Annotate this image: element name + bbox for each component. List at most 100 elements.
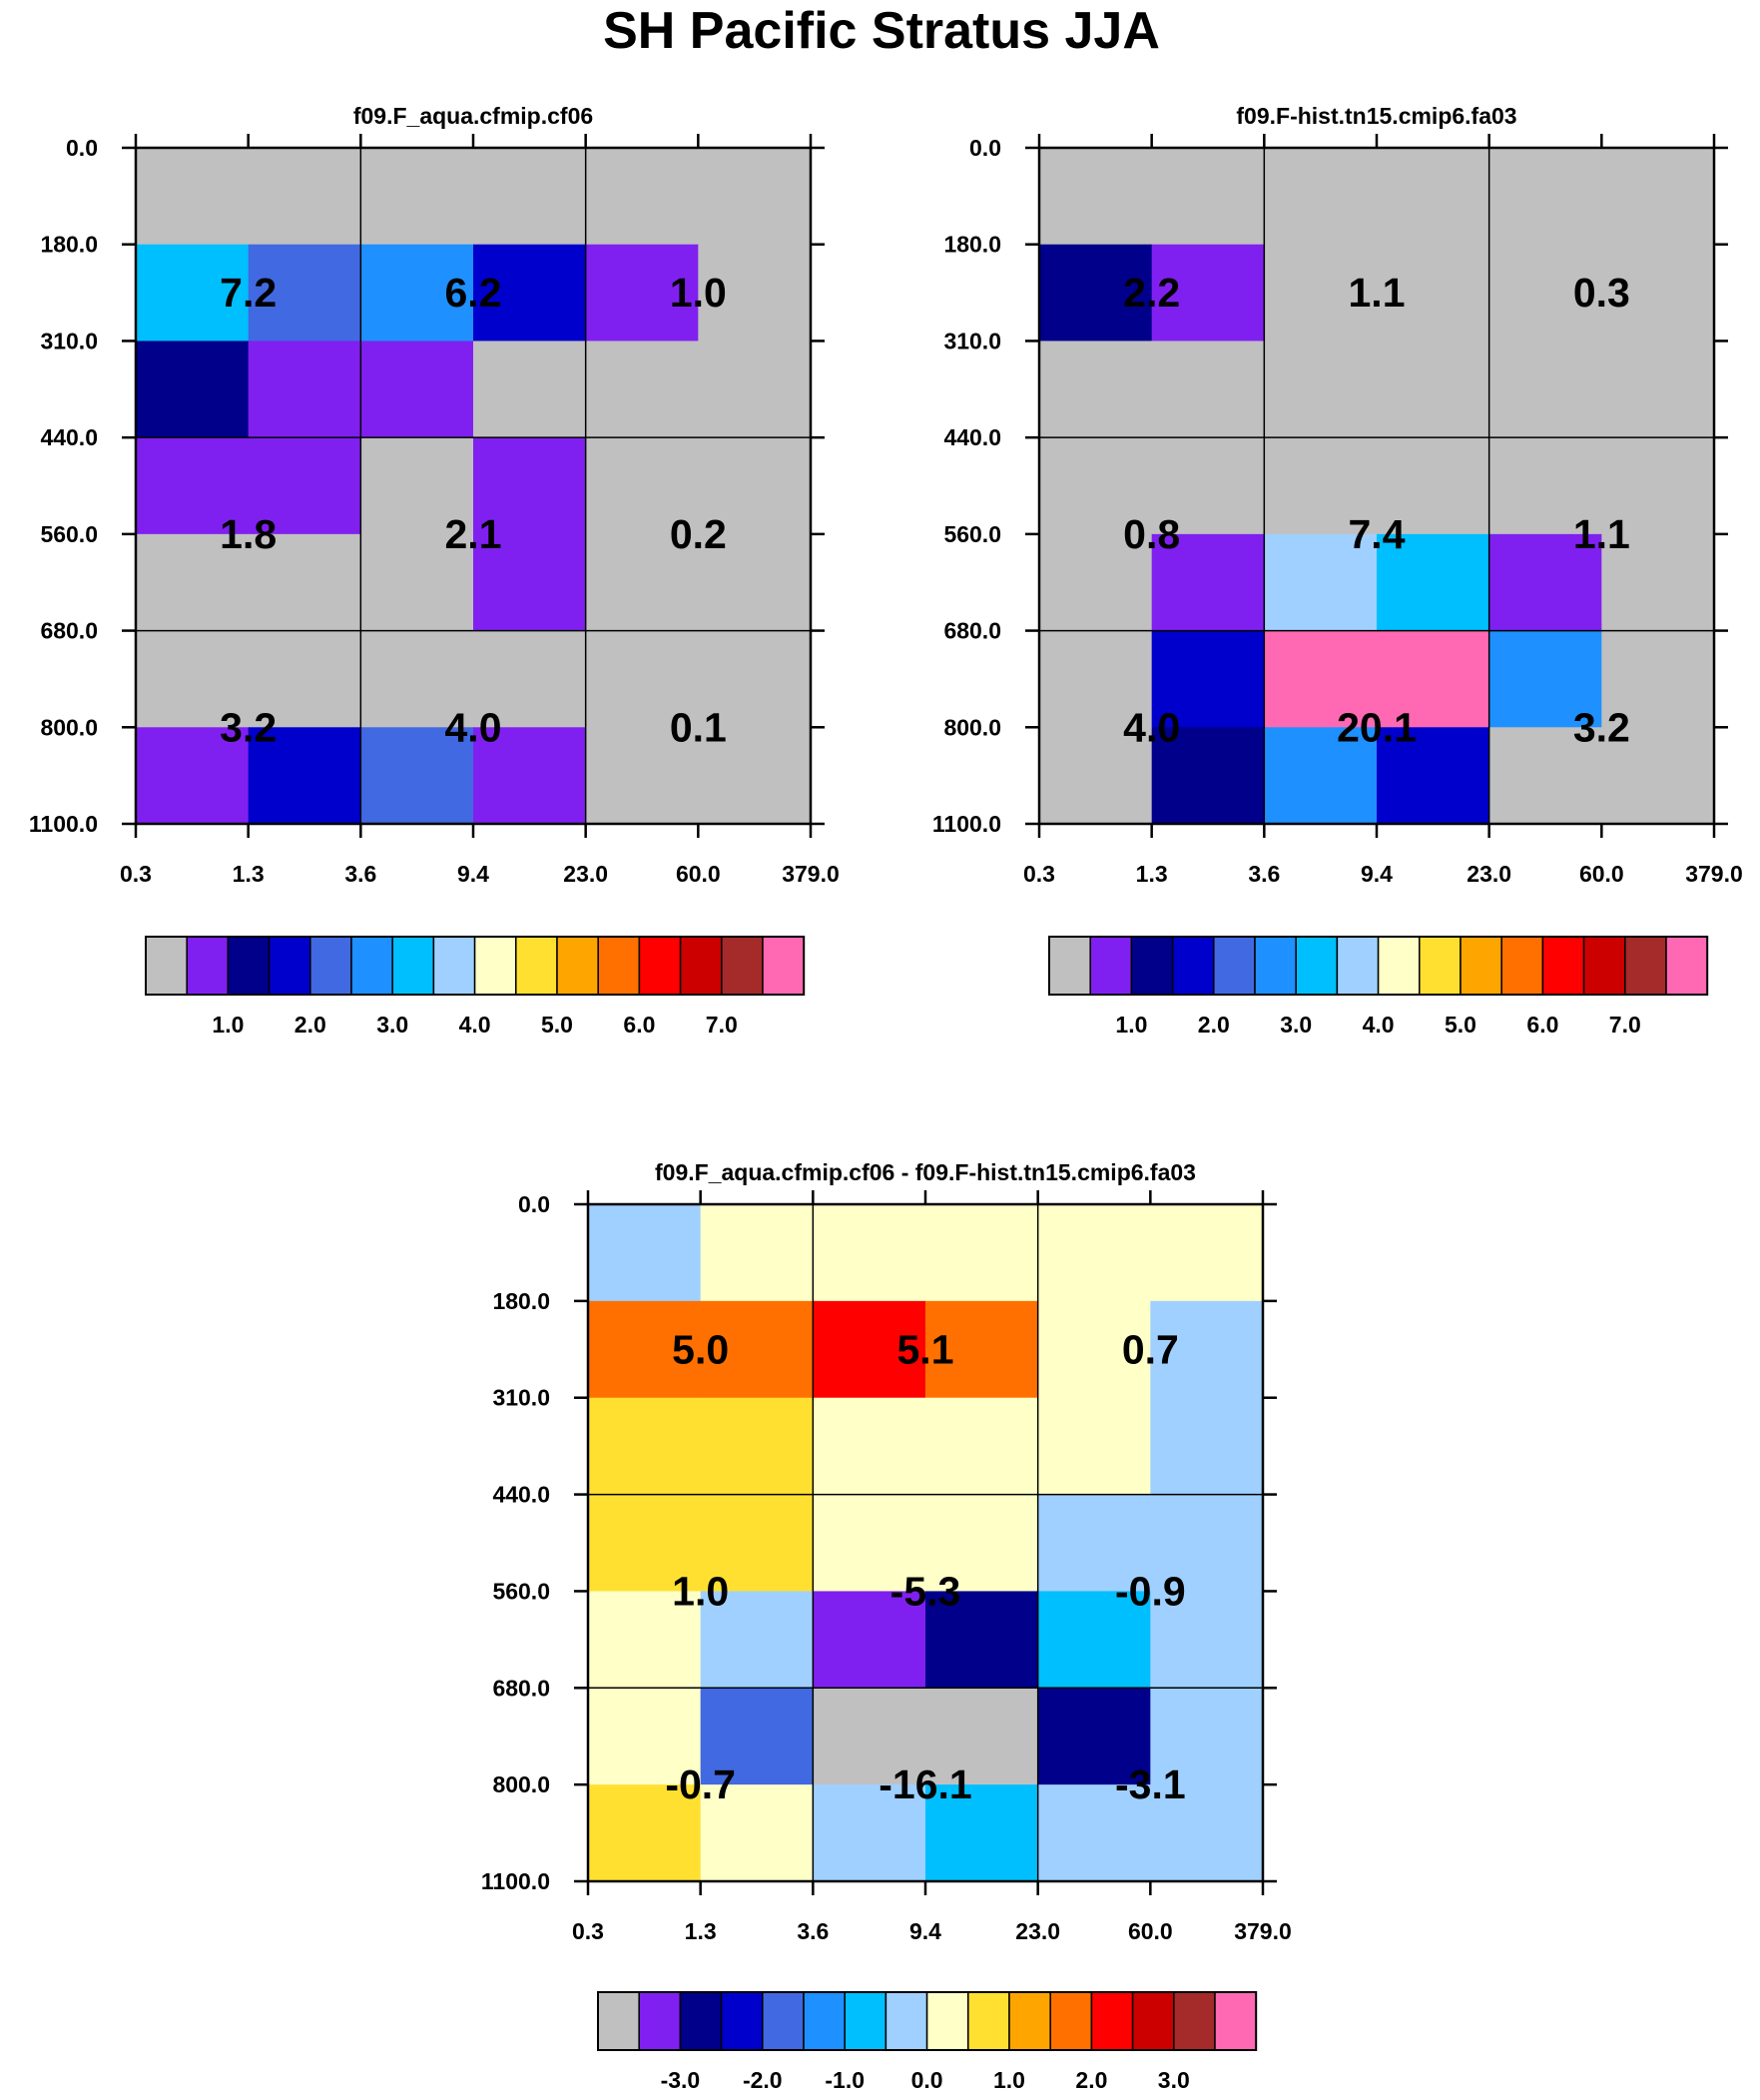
- colorbar-swatch: [432, 936, 476, 996]
- heatmap-cell: [698, 727, 812, 825]
- y-tick-label: 1100.0: [932, 811, 1001, 837]
- heatmap-cell: [1150, 1204, 1264, 1302]
- colorbar-label: 1.0: [1115, 1012, 1147, 1038]
- heatmap-cell: [1488, 341, 1602, 438]
- heatmap-cell: [248, 148, 361, 246]
- colorbar-swatch: [884, 1991, 928, 2051]
- heatmap-cell: [1601, 437, 1715, 535]
- colorbar-label: 6.0: [623, 1012, 655, 1038]
- colorbar-swatch: [597, 1991, 640, 2051]
- cell-value-label: 2.1: [445, 511, 502, 557]
- heatmap-cell: [360, 630, 474, 728]
- x-tick-label: 1.3: [1136, 861, 1168, 887]
- heatmap-cell: [698, 533, 812, 632]
- cell-value-label: -0.9: [1115, 1568, 1186, 1614]
- heatmap-cell: [588, 1300, 702, 1399]
- heatmap-cell: [1037, 1204, 1151, 1302]
- colorbar-swatch: [1500, 936, 1544, 996]
- heatmap-cell: [1039, 341, 1153, 438]
- x-tick-label: 3.6: [797, 1918, 829, 1944]
- x-tick-label: 0.3: [120, 861, 152, 887]
- colorbar: -3.0 -2.0 -1.0 0.0 1.0 2.0 3.0: [597, 1991, 1258, 2093]
- heatmap-cell: [588, 1591, 702, 1689]
- colorbar-swatch: [762, 936, 805, 996]
- colorbar-swatch: [679, 936, 723, 996]
- cell-value-label: 1.0: [670, 270, 727, 316]
- heatmap-cell: [136, 727, 250, 825]
- colorbar-swatch: [1131, 1991, 1175, 2051]
- cell-value-label: 1.1: [1573, 511, 1630, 557]
- heatmap-cell: [698, 244, 812, 343]
- y-tick-label: 560.0: [40, 521, 98, 547]
- heatmap-cell: [1264, 727, 1378, 825]
- heatmap-cell: [1488, 630, 1602, 728]
- heatmap-cell: [1150, 1397, 1264, 1496]
- heatmap-cell: [136, 630, 250, 728]
- heatmap-cell: [248, 727, 361, 825]
- heatmap-cell: [360, 727, 474, 825]
- heatmap-cell: [813, 1204, 926, 1302]
- heatmap-cell: [1264, 341, 1378, 438]
- colorbar-swatch: [679, 1991, 723, 2051]
- heatmap-cell: [925, 1688, 1039, 1785]
- colorbar-frame: [597, 1991, 1258, 2051]
- cell-value-label: 0.1: [670, 704, 727, 750]
- heatmap-cell: [698, 630, 812, 728]
- cell-value-label: 4.0: [445, 704, 502, 750]
- colorbar-swatch: [350, 936, 393, 996]
- y-tick-label: 800.0: [40, 714, 98, 740]
- heatmap-cell: [1377, 630, 1490, 728]
- heatmap-cell: [588, 1784, 702, 1882]
- heatmap-cell: [1037, 1591, 1151, 1689]
- heatmap-cell: [136, 244, 250, 343]
- colorbar-label: 3.0: [1158, 2067, 1190, 2093]
- x-tick-label: 23.0: [563, 861, 608, 887]
- heatmap-cell: [1150, 1784, 1264, 1882]
- heatmap-cell: [360, 244, 474, 343]
- colorbar: 1.0 2.0 3.0 4.0 5.0 6.0 7.0: [1048, 936, 1709, 1038]
- heatmap-cell: [1150, 1688, 1264, 1785]
- y-tick-label: 1100.0: [29, 811, 98, 837]
- heatmap-cell: [1039, 533, 1153, 632]
- heatmap-cell: [1488, 727, 1602, 825]
- heatmap-cell: [1264, 244, 1378, 343]
- heatmap-cell: [136, 341, 250, 438]
- heatmap-cell: [360, 437, 474, 535]
- heatmap-cell: [473, 630, 587, 728]
- cell-value-label: 3.2: [220, 704, 277, 750]
- heatmap-cell: [1264, 533, 1378, 632]
- colorbar-label: 5.0: [1445, 1012, 1476, 1038]
- heatmap-cell: [1601, 341, 1715, 438]
- y-tick-label: 440.0: [40, 424, 98, 450]
- heatmap-cell: [813, 1591, 926, 1689]
- heatmap-cell: [248, 437, 361, 535]
- x-tick-label: 379.0: [1234, 1918, 1292, 1944]
- heatmap-cell: [1264, 630, 1378, 728]
- x-tick-label: 60.0: [676, 861, 721, 887]
- cell-value-label: 7.2: [220, 270, 277, 316]
- colorbar-label: 5.0: [541, 1012, 573, 1038]
- colorbar-label: 1.0: [993, 2067, 1025, 2093]
- colorbar-label: 3.0: [1280, 1012, 1312, 1038]
- heatmap-cell: [1151, 341, 1265, 438]
- heatmap-cell: [1488, 437, 1602, 535]
- heatmap-cell: [248, 533, 361, 632]
- y-tick-label: 1100.0: [481, 1868, 550, 1894]
- cell-value-label: 20.1: [1337, 704, 1417, 750]
- heatmap-cell: [1151, 533, 1265, 632]
- x-tick-label: 9.4: [1361, 861, 1393, 887]
- heatmap-cell: [136, 437, 250, 535]
- heatmap-cell: [360, 533, 474, 632]
- heatmap-cell: [700, 1300, 814, 1399]
- x-tick-label: 0.3: [1023, 861, 1055, 887]
- colorbar: 1.0 2.0 3.0 4.0 5.0 6.0 7.0: [145, 936, 806, 1038]
- cell-value-label: 5.1: [897, 1326, 954, 1372]
- heatmap-cell: [1377, 341, 1490, 438]
- heatmap-cell: [1039, 437, 1153, 535]
- panel-panel3: f09.F_aqua.cfmip.cf06 - f09.F-hist.tn15.…: [481, 1159, 1292, 2093]
- heatmap-cell: [1488, 244, 1602, 343]
- heatmap-cell: [1601, 148, 1715, 246]
- x-tick-label: 1.3: [685, 1918, 717, 1944]
- colorbar-swatch: [473, 936, 517, 996]
- heatmap-cell: [698, 148, 812, 246]
